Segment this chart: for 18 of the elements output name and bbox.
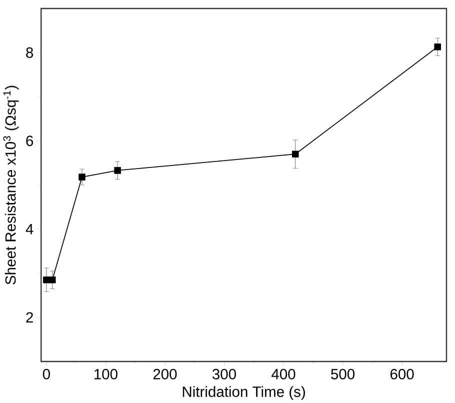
x-tick-label: 300 — [212, 368, 236, 380]
x-tick-label: 400 — [272, 368, 296, 380]
x-axis-title: Nitridation Time (s) — [182, 386, 305, 400]
y-axis-title: Sheet Resistance x10$^{3}$ (Ωsq$^{-1}$) — [3, 86, 19, 284]
point — [434, 43, 442, 50]
point — [292, 150, 299, 158]
y-tick-label: 4 — [26, 224, 34, 234]
x-tick-label: 100 — [94, 368, 118, 380]
x-tick-label: 500 — [331, 368, 355, 380]
x-tick-label: 600 — [390, 368, 414, 380]
x-tick-label: 0 — [42, 368, 50, 380]
point — [114, 166, 121, 174]
y-tick-label: 8 — [26, 47, 34, 58]
point — [78, 174, 86, 180]
y-tick-label: 2 — [26, 312, 33, 322]
y-tick-label: 6 — [26, 136, 34, 146]
x-tick-label: 200 — [153, 368, 177, 380]
point — [48, 276, 56, 284]
